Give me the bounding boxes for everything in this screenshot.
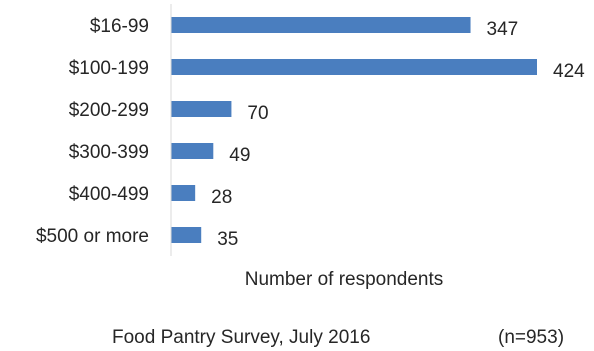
category-label-0: $16-99 <box>90 16 149 37</box>
bar-3 <box>171 143 214 159</box>
source-note: Food Pantry Survey, July 2016 <box>112 327 370 348</box>
bar-0 <box>171 17 471 33</box>
bars-group <box>171 17 537 243</box>
category-label-5: $500 or more <box>36 226 149 247</box>
x-axis-title: Number of respondents <box>245 269 444 290</box>
value-label-5: 35 <box>217 229 238 250</box>
category-labels-group: $16-99 $100-199 $200-299 $300-399 $400-499 $5… <box>36 16 149 247</box>
category-label-3: $300-399 <box>69 142 149 163</box>
bar-2 <box>171 101 232 117</box>
bar-4 <box>171 185 196 201</box>
value-label-2: 70 <box>247 103 268 124</box>
category-label-1: $100-199 <box>69 58 149 79</box>
value-labels-group: 347 424 70 49 28 35 <box>211 19 585 250</box>
bar-5 <box>171 227 202 243</box>
category-label-4: $400-499 <box>69 184 149 205</box>
value-label-1: 424 <box>553 61 585 82</box>
value-label-3: 49 <box>229 145 250 166</box>
sample-size-note: (n=953) <box>498 327 564 348</box>
value-label-0: 347 <box>487 19 519 40</box>
bar-1 <box>171 59 537 75</box>
category-label-2: $200-299 <box>69 100 149 121</box>
value-label-4: 28 <box>211 187 232 208</box>
